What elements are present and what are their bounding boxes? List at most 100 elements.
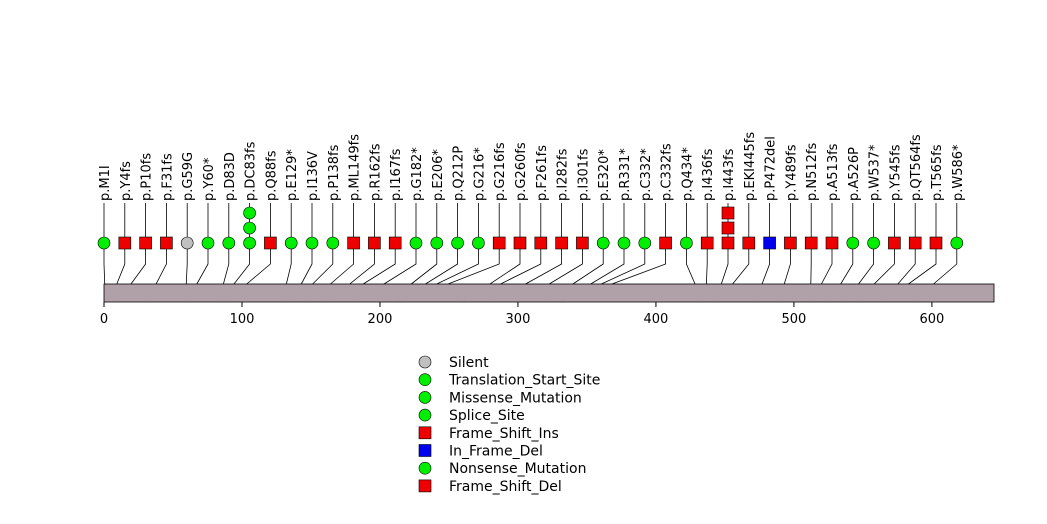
mutation-label: p.Q88fs <box>264 150 279 201</box>
mutation-marker <box>243 236 256 250</box>
legend-swatch <box>418 426 432 440</box>
mutation-marker <box>908 236 922 250</box>
legend-swatch <box>418 408 432 422</box>
mutation-label: p.E129* <box>285 149 300 201</box>
mutation-marker <box>576 236 589 250</box>
mutation-marker <box>243 221 256 235</box>
mutation-label: p.R162fs <box>368 143 383 201</box>
mutation-label: p.E320* <box>597 149 612 201</box>
mutation-marker <box>118 236 132 250</box>
mutation-label: p.D83D <box>223 152 238 201</box>
mutation-marker <box>721 236 735 250</box>
mutation-marker <box>97 236 111 250</box>
mutation-label: p.F261fs <box>535 145 550 201</box>
legend-label: In_Frame_Del <box>449 444 543 460</box>
mutation-marker <box>180 236 194 250</box>
mutation-marker <box>160 236 173 250</box>
legend-swatch <box>418 355 432 369</box>
mutation-label: p.DC83fs <box>244 141 259 201</box>
mutation-marker <box>555 236 568 250</box>
mutation-marker <box>700 236 714 250</box>
mutation-marker <box>284 236 298 250</box>
mutation-label: p.Q212P <box>452 146 467 201</box>
mutation-marker <box>430 236 444 250</box>
mutation-label: p.E206* <box>431 149 446 201</box>
mutation-marker <box>867 236 880 250</box>
legend: Silent Translation_Start_SiteMissense_Mut… <box>418 355 600 495</box>
mutation-label: p.A526P <box>847 147 862 201</box>
legend-swatch <box>418 444 432 457</box>
mutation-label: p.I136V <box>306 151 321 201</box>
mutation-marker <box>139 236 152 250</box>
mutation-marker <box>784 236 797 250</box>
mutation-marker <box>888 236 901 250</box>
mutation-label: p.W537* <box>868 144 883 201</box>
mutation-label: p.Y4fs <box>119 161 134 201</box>
mutation-markers <box>97 206 964 250</box>
legend-swatch <box>418 479 432 493</box>
mutation-marker <box>596 236 610 250</box>
mutation-marker <box>264 236 277 250</box>
x-tick-label: 200 <box>368 312 393 327</box>
mutation-marker <box>222 236 236 250</box>
legend-label: Nonsense_Mutation <box>449 461 586 477</box>
mutation-label: p.P472del <box>764 136 779 201</box>
mutation-label: p.Y60* <box>202 157 217 201</box>
mutation-marker <box>763 236 776 250</box>
mutation-label: p.Y489fs <box>784 144 799 201</box>
mutation-label: p.R331* <box>618 148 633 201</box>
mutation-marker <box>929 236 943 250</box>
mutation-marker <box>347 236 360 250</box>
legend-swatch <box>418 373 432 387</box>
mutation-label: p.W586* <box>951 144 966 201</box>
mutation-label: p.C332* <box>639 148 654 201</box>
mutation-marker <box>326 236 340 250</box>
mutation-label: p.P138fs <box>327 144 342 201</box>
mutation-marker <box>680 236 693 250</box>
mutation-label: p.F31fs <box>160 153 175 201</box>
mutation-marker <box>804 236 818 250</box>
mutation-labels: p.M1I p.Y4fs p.P10fs p.F31fs p.G59G p.Y60* p.D… <box>98 132 966 201</box>
mutation-marker <box>201 236 215 250</box>
mutation-marker <box>513 236 527 250</box>
mutation-label: p.EKI445fs <box>743 132 758 201</box>
mutation-label: p.QT564fs <box>909 134 924 201</box>
mutation-label: p.M1I <box>98 165 113 201</box>
legend-label: Splice_Site <box>449 408 525 424</box>
mutation-marker <box>451 236 464 250</box>
mutation-marker <box>659 236 672 250</box>
x-tick-label: 0 <box>100 312 108 327</box>
mutation-marker <box>846 236 860 250</box>
mutation-marker <box>721 206 735 220</box>
mutation-marker <box>472 236 485 250</box>
legend-label: Silent <box>449 355 489 371</box>
mutation-marker <box>950 236 964 250</box>
mutation-label: p.N512fs <box>805 143 820 201</box>
mutation-label: p.I301fs <box>576 148 591 201</box>
mutation-label: p.I443fs <box>722 148 737 201</box>
mutation-marker <box>742 236 756 250</box>
mutation-label: p.G182* <box>410 147 425 201</box>
protein-bar <box>103 283 995 303</box>
mutation-marker <box>721 221 735 235</box>
mutation-marker <box>368 236 381 250</box>
mutation-label: p.I167fs <box>389 148 404 201</box>
legend-label: Frame_Shift_Del <box>449 479 562 495</box>
mutation-marker <box>243 206 256 220</box>
mutation-label: p.ML149fs <box>348 134 363 201</box>
mutation-marker <box>825 236 839 250</box>
mutation-label: p.Q434* <box>680 147 695 201</box>
mutation-label: p.Y545fs <box>888 144 903 201</box>
mutation-marker <box>534 236 548 250</box>
mutation-label: p.A513fs <box>826 143 841 201</box>
mutation-label: p.C332fs <box>660 143 675 201</box>
mutation-marker <box>409 236 423 250</box>
mutation-marker <box>492 236 506 250</box>
mutation-label: p.I282fs <box>556 148 571 201</box>
mutation-label: p.G59G <box>181 152 196 201</box>
legend-label: Translation_Start_Site <box>448 373 600 389</box>
mutation-label: p.G260fs <box>514 142 529 201</box>
legend-swatch <box>418 461 432 475</box>
mutation-label: p.T565fs <box>930 144 945 201</box>
